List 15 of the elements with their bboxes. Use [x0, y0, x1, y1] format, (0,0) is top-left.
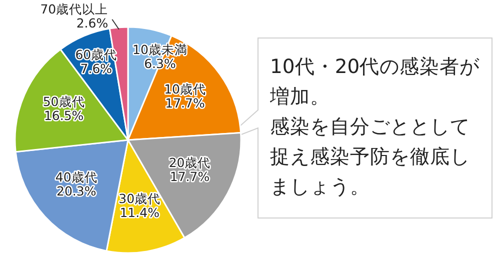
data-label: 2.6% [76, 15, 108, 30]
data-label: 11.4% [120, 205, 160, 220]
text: 10代・20代の感染者が増加。 [270, 54, 481, 110]
slice-label: 20歳代 [168, 155, 211, 170]
data-label: 16.5% [44, 108, 84, 123]
slice-label: 50歳代 [42, 94, 85, 109]
slice-label: 10歳代 [164, 81, 206, 96]
data-label: 7.6% [80, 61, 112, 76]
data-label: 17.7% [165, 95, 205, 110]
data-label: 17.7% [170, 169, 210, 184]
text: 感染を自分ごととして捉え感染予防を徹底しましょう。 [270, 114, 471, 200]
slice-label: 70歳代以上 [40, 1, 108, 16]
data-label: 20.3% [56, 183, 96, 198]
slice-label: 40歳代 [55, 169, 98, 184]
slice-label: 30歳代 [118, 191, 161, 206]
